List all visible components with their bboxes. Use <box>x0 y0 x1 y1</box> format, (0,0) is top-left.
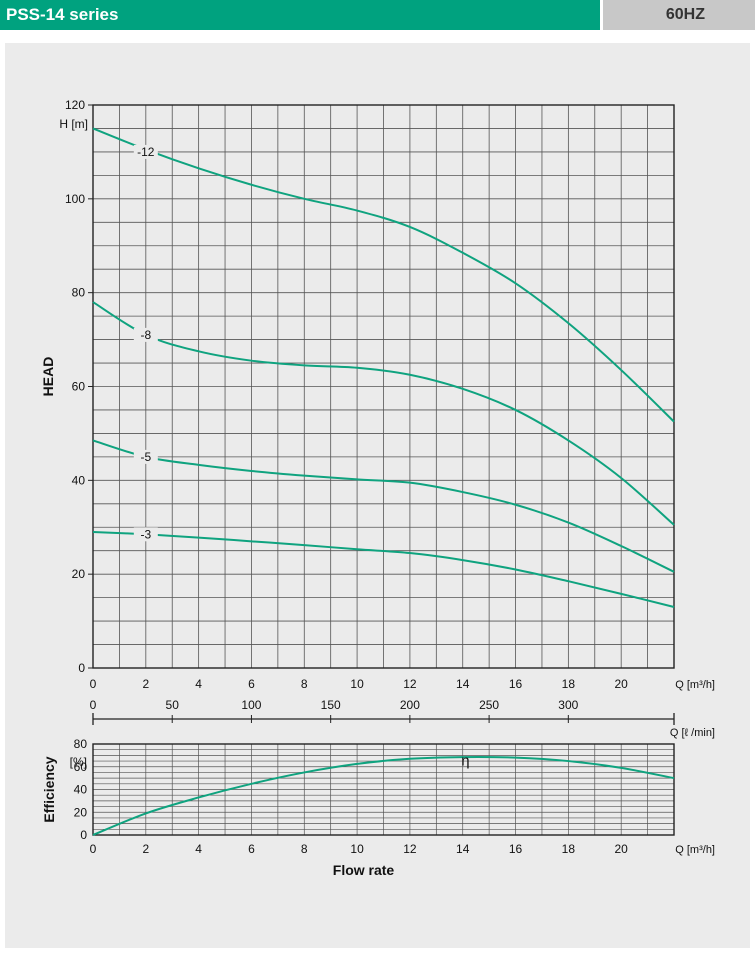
curve-label-bg <box>133 144 158 159</box>
series-header-bar: PSS-14 series <box>0 0 600 30</box>
lmin-tick-label: 50 <box>166 698 180 712</box>
efficiency-ylabel: Efficiency <box>41 756 57 822</box>
frequency-label: 60HZ <box>665 6 705 23</box>
head-ytick-label: 60 <box>72 380 86 394</box>
efficiency-xtick-label: 10 <box>350 842 364 856</box>
curve-label: -12 <box>137 145 155 159</box>
efficiency-yunit-label: [%] <box>70 755 87 769</box>
head-ylabel: HEAD <box>40 357 56 397</box>
efficiency-xtick-label: 18 <box>562 842 576 856</box>
head-curve-8 <box>92 301 675 526</box>
head-ytick-label: 80 <box>72 286 86 300</box>
head-curve-5 <box>92 439 675 573</box>
head-chart-axes: 0 20 40 60 80 100 120 0 2 4 6 8 10 12 14 16 18 20 H [m] Q [… <box>40 98 715 691</box>
curve-label: -3 <box>140 527 151 541</box>
head-xtick-label: 18 <box>562 677 576 691</box>
lmin-tick-label: 250 <box>479 698 499 712</box>
head-chart-grid <box>92 104 675 669</box>
efficiency-ytick-label: 40 <box>74 783 88 797</box>
head-xunit-label: Q [m³/h] <box>675 679 715 691</box>
efficiency-ytick-label: 20 <box>74 805 88 819</box>
head-xtick-label: 20 <box>615 677 629 691</box>
lmin-axis: 0 50 100 150 200 250 300 Q [ℓ /min] <box>90 698 715 739</box>
curve-label: -5 <box>140 450 151 464</box>
series-title: PSS-14 series <box>6 5 119 24</box>
head-xtick-label: 6 <box>248 677 255 691</box>
head-curve-12 <box>92 127 675 423</box>
efficiency-chart-grid <box>92 743 675 836</box>
efficiency-curve-label: η <box>461 753 469 770</box>
head-xtick-label: 10 <box>350 677 364 691</box>
head-ytick-label: 120 <box>65 98 85 112</box>
lmin-tick-label: 0 <box>90 698 97 712</box>
efficiency-chart-axes: 0 20 40 60 80 0 2 4 6 8 10 12 14 16 18 20 [%] Q [m³/h] Eff… <box>41 737 715 878</box>
chart-panel: 0 20 40 60 80 100 120 0 2 4 6 8 10 12 14 16 18 20 H [m] Q [… <box>5 43 750 948</box>
efficiency-xunit-label: Q [m³/h] <box>675 844 715 856</box>
head-ytick-label: 0 <box>78 661 85 675</box>
efficiency-xtick-label: 8 <box>301 842 308 856</box>
efficiency-ytick-label: 0 <box>80 828 87 842</box>
lmin-tick-label: 300 <box>558 698 578 712</box>
efficiency-xtick-label: 16 <box>509 842 523 856</box>
efficiency-xtick-label: 14 <box>456 842 470 856</box>
head-curve-3 <box>92 530 675 608</box>
head-yunit-label: H [m] <box>59 117 88 131</box>
curve-label-bg <box>133 527 158 542</box>
frequency-header-bar: 60HZ <box>603 0 755 30</box>
head-xtick-label: 2 <box>142 677 149 691</box>
head-xtick-label: 0 <box>90 677 97 691</box>
curve-label-bg <box>133 327 158 342</box>
efficiency-xtick-label: 20 <box>615 842 629 856</box>
head-xtick-label: 8 <box>301 677 308 691</box>
efficiency-ytick-label: 60 <box>74 760 88 774</box>
efficiency-xtick-label: 4 <box>195 842 202 856</box>
efficiency-xtick-label: 12 <box>403 842 417 856</box>
head-xtick-label: 14 <box>456 677 470 691</box>
efficiency-ytick-label: 80 <box>74 737 88 751</box>
lmin-unit-label: Q [ℓ /min] <box>670 727 715 739</box>
efficiency-curve <box>92 755 675 836</box>
lmin-tick-label: 150 <box>321 698 341 712</box>
lmin-tick-label: 100 <box>241 698 261 712</box>
efficiency-xtick-label: 6 <box>248 842 255 856</box>
head-xtick-label: 16 <box>509 677 523 691</box>
head-ytick-label: 20 <box>72 567 86 581</box>
head-xtick-label: 4 <box>195 677 202 691</box>
head-ytick-label: 40 <box>72 473 86 487</box>
flow-rate-xlabel: Flow rate <box>333 862 395 878</box>
efficiency-xtick-label: 0 <box>90 842 97 856</box>
head-curves: -12 -8 -5 -3 <box>92 127 675 608</box>
lmin-tick-label: 200 <box>400 698 420 712</box>
head-ytick-label: 100 <box>65 192 85 206</box>
head-xtick-label: 12 <box>403 677 417 691</box>
efficiency-plot-frame <box>92 743 675 836</box>
efficiency-curves: η <box>92 753 675 836</box>
curve-label: -8 <box>140 328 151 342</box>
curve-label-bg <box>133 449 158 464</box>
efficiency-xtick-label: 2 <box>142 842 149 856</box>
